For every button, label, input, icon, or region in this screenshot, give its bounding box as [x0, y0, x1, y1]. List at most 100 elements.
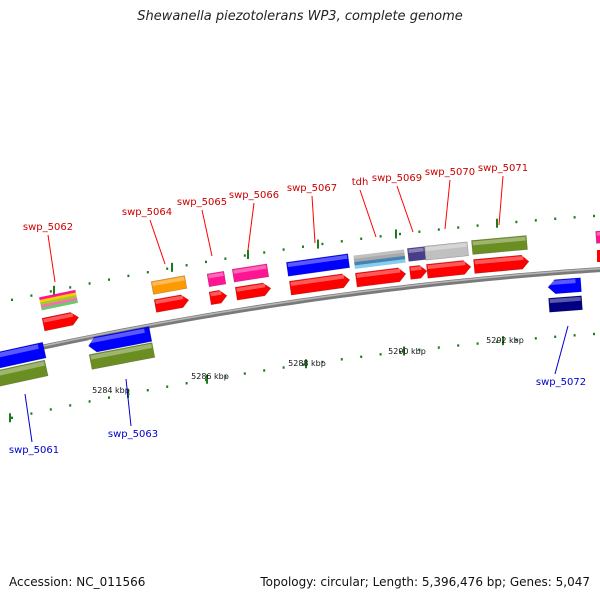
- scale-label: 5284 kbp: [92, 386, 130, 395]
- tick-dot: [534, 337, 537, 340]
- gene-label: swp_5071: [478, 163, 528, 174]
- tick-dot: [515, 338, 518, 342]
- tick-dot: [263, 251, 266, 254]
- tick-dot: [476, 224, 479, 227]
- tick-dot: [185, 264, 188, 267]
- tick-dot: [457, 344, 460, 347]
- tick-dot: [302, 245, 304, 248]
- tick-dot: [205, 260, 207, 264]
- leader-line: [359, 189, 377, 238]
- tick-dot: [127, 274, 130, 278]
- cds-5064: [153, 294, 190, 313]
- leader-line: [396, 185, 414, 233]
- gene-feature-tdh: [353, 249, 406, 269]
- major-tick: [403, 346, 405, 356]
- tick-dot: [69, 286, 72, 289]
- leader-line: [554, 325, 569, 375]
- gene-label: swp_5065: [177, 197, 227, 208]
- tick-dot: [554, 335, 557, 338]
- major-tick: [9, 413, 11, 423]
- tick-dot: [360, 237, 363, 240]
- gene-feature-5063: [88, 326, 153, 353]
- gene-label: swp_5061: [9, 445, 59, 456]
- tick-dot: [224, 375, 227, 378]
- gene-feature-5061: [0, 341, 47, 369]
- tick-dot: [593, 214, 595, 218]
- tick-dot: [11, 416, 13, 420]
- major-tick: [206, 374, 208, 384]
- tick-dot: [69, 404, 72, 407]
- leader-line: [311, 195, 316, 244]
- tick-dot: [573, 334, 576, 337]
- gene-feature-5071: [471, 235, 528, 255]
- tick-dot: [496, 340, 498, 343]
- tick-dot: [224, 257, 227, 260]
- cds-5066: [234, 282, 272, 301]
- tick-dot: [321, 242, 324, 246]
- leader-line: [247, 202, 255, 251]
- tick-dot: [321, 360, 324, 364]
- tick-dot: [49, 290, 52, 293]
- major-tick: [395, 229, 397, 239]
- gene-feature-5070: [424, 241, 469, 261]
- tick-dot: [282, 366, 285, 369]
- major-ticks-bottom: [9, 336, 504, 423]
- scale-label: 5290 kbp: [388, 347, 426, 356]
- tick-dot: [437, 228, 440, 231]
- tick-dot: [379, 353, 382, 356]
- tick-dot: [418, 348, 421, 351]
- cds-5067: [288, 273, 351, 296]
- tick-dot: [282, 248, 285, 251]
- tick-dot: [88, 282, 91, 285]
- leader-line: [24, 393, 33, 443]
- major-tick: [171, 262, 173, 272]
- major-ticks-top: [53, 218, 498, 295]
- tick-dot: [30, 412, 33, 415]
- leader-line: [498, 175, 504, 226]
- cds-5072: [548, 295, 583, 313]
- gene-label: swp_5069: [372, 173, 422, 184]
- tick-dot: [88, 400, 91, 403]
- scale-label: 5286 kbp: [191, 372, 229, 381]
- genome-backbone: [0, 267, 600, 360]
- gene-label: swp_5066: [229, 190, 279, 201]
- cds-5070: [426, 260, 472, 279]
- tick-dot: [418, 230, 421, 233]
- leader-line: [125, 378, 132, 427]
- gene-label: swp_5072: [536, 377, 586, 388]
- tick-dot: [360, 355, 363, 358]
- tick-dot: [399, 232, 401, 236]
- cds-5062: [41, 312, 80, 332]
- cds-edge: [597, 250, 600, 262]
- tick-dot: [476, 342, 479, 345]
- tick-dot: [437, 346, 440, 349]
- cds-5071: [473, 254, 530, 274]
- cds-5063: [88, 342, 156, 370]
- cds-tdh: [354, 267, 407, 288]
- gene-feature-5064: [150, 275, 188, 295]
- major-tick: [53, 285, 55, 295]
- major-tick: [502, 336, 504, 346]
- gene-label: swp_5070: [425, 167, 475, 178]
- genome-title: Shewanella piezotolerans WP3, complete g…: [137, 9, 463, 24]
- tick-dot: [146, 389, 149, 392]
- tick-dot: [399, 350, 401, 354]
- tick-dot: [593, 332, 595, 336]
- major-tick: [305, 359, 307, 369]
- cds-5065: [208, 289, 228, 306]
- leader-line: [444, 179, 451, 230]
- genome-backbone-highlight: [0, 267, 600, 357]
- gene-feature-5065: [206, 270, 227, 288]
- gene-feature-5066: [231, 263, 270, 283]
- tick-dot: [263, 369, 266, 372]
- tick-dot: [243, 254, 246, 257]
- gene-label: swp_5067: [287, 183, 337, 194]
- accession-text: Accession: NC_011566: [9, 575, 146, 589]
- tick-dot: [30, 294, 33, 297]
- major-tick: [496, 218, 498, 228]
- leader-line: [149, 219, 166, 265]
- gene-feature-5067: [285, 253, 351, 277]
- tick-dot: [302, 363, 304, 366]
- tick-dot: [573, 216, 576, 219]
